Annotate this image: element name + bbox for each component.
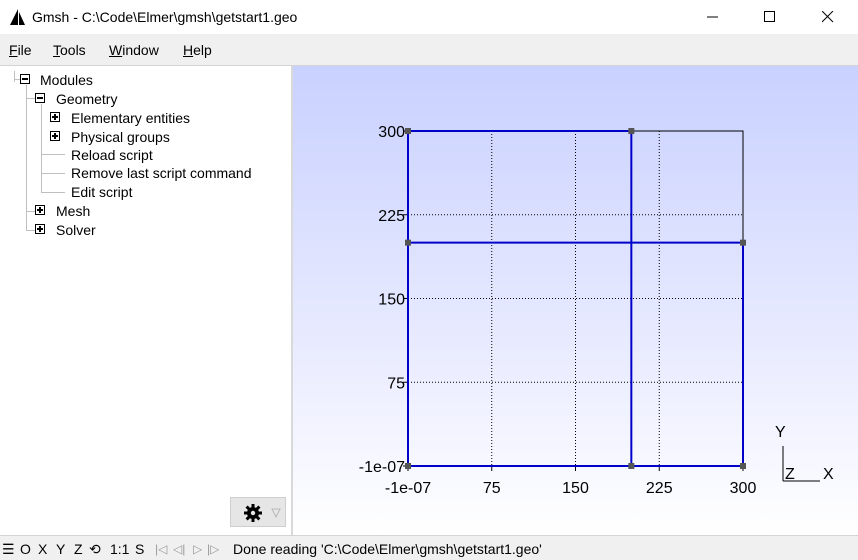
play-icon[interactable]: ▷ [193,542,203,556]
tree-item-geometry-label: Geometry [56,91,118,107]
tree-connector [26,85,27,230]
x-tick-label: 225 [646,480,673,497]
y-tick-label: 225 [378,208,405,225]
axis-y-label: Y [775,424,786,441]
geometry-point[interactable] [740,463,746,469]
view-o-button[interactable]: O [20,541,31,557]
tree-item-remove-label: Remove last script command [71,165,252,181]
geometry-point[interactable] [740,239,746,246]
tree-connector [26,98,35,99]
axis-x-label: X [823,466,834,483]
geometry-point[interactable] [628,128,635,134]
tree-item-edit-label: Edit script [71,184,133,200]
menu-file[interactable]: File [9,42,32,58]
tree-connector [41,192,65,193]
geometry-plot[interactable]: -1e-07 75 150 225 300 300 225 150 75 -1e-07 Y Z X [293,66,858,535]
view-x-button[interactable]: X [38,541,48,557]
y-tick-label: -1e-07 [359,459,405,476]
tree-connector [26,211,35,212]
status-message: Done reading 'C:\Code\Elmer\gmsh\getstar… [233,541,542,557]
gear-icon [244,504,281,522]
menu-tools[interactable]: Tools [53,42,86,58]
scale-1-1-button[interactable]: 1:1 [110,541,130,557]
menu-help[interactable]: Help [183,42,212,58]
geometry-point[interactable] [405,128,411,134]
view-z-button[interactable]: Z [74,541,83,557]
minimize-icon [707,16,718,18]
menu-toggle-button[interactable]: ☰ [2,541,15,557]
view-s-button[interactable]: S [135,541,145,557]
menu-tools-mnemonic: T [53,42,60,58]
axes-frame [407,130,744,467]
x-tick-label: -1e-07 [385,480,431,497]
menu-file-label: ile [17,42,32,58]
menu-window-mnemonic: W [109,42,123,58]
tree-connector [41,173,65,174]
menu-file-mnemonic: F [9,42,18,58]
gmsh-logo-icon [10,9,25,25]
previous-step-icon[interactable]: ◁| [173,542,186,556]
menu-window-label: indow [122,42,159,58]
module-tree: Modules Geometry Elementary entities Phy… [0,66,291,535]
close-icon [822,11,834,23]
tree-connector [14,79,20,80]
tree-item-solver-label: Solver [56,222,96,238]
settings-menu-button[interactable] [230,497,286,527]
menu-window[interactable]: Window [109,42,159,58]
maximize-icon [764,11,775,22]
geometry-point[interactable] [405,463,411,469]
status-bar: ☰ O X Y Z ⟲ 1:1 S |◁ ◁| ▷ |▷ Done readin… [0,535,858,560]
window-title: Gmsh - C:\Code\Elmer\gmsh\getstart1.geo [32,9,298,25]
tree-item-reload-label: Reload script [71,147,153,163]
expand-icon[interactable] [50,112,60,122]
expand-icon[interactable] [50,131,60,141]
menu-help-label: elp [193,42,212,58]
maximize-button[interactable] [741,0,799,34]
graphics-viewport[interactable]: -1e-07 75 150 225 300 300 225 150 75 -1e-07 Y Z X [293,66,858,535]
minimize-button[interactable] [684,0,742,34]
axis-z-label: Z [785,466,795,483]
collapse-icon[interactable] [35,93,45,103]
menu-help-mnemonic: H [183,42,194,58]
title-bar: Gmsh - C:\Code\Elmer\gmsh\getstart1.geo [0,0,858,34]
view-y-button[interactable]: Y [56,541,66,557]
tree-connector [26,230,35,231]
tree-connector [41,154,65,155]
tree-item-mesh-label: Mesh [56,203,91,219]
collapse-icon[interactable] [20,74,30,84]
tree-connector [14,71,15,82]
next-step-icon[interactable]: |▷ [207,542,220,556]
x-tick-label: 300 [730,480,757,497]
menu-bar: File Tools Window Help [0,34,858,66]
tree-item-elementary-label: Elementary entities [71,110,191,126]
geometry-point[interactable] [628,463,635,469]
close-button[interactable] [799,0,857,34]
panel-splitter[interactable] [291,66,293,535]
menu-tools-label: ools [60,42,86,58]
first-step-icon[interactable]: |◁ [155,542,168,556]
tree-connector [41,104,42,192]
expand-icon[interactable] [35,224,45,234]
y-tick-label: 150 [378,292,405,309]
tree-item-physical-label: Physical groups [71,129,170,145]
y-tick-label: 75 [387,375,405,392]
x-tick-label: 75 [483,480,501,497]
x-tick-label: 150 [562,480,589,497]
rotate-icon[interactable]: ⟲ [89,541,101,557]
geometry-point[interactable] [405,239,411,246]
expand-icon[interactable] [35,205,45,215]
tree-item-modules-label: Modules [40,72,93,88]
y-tick-label: 300 [378,124,405,141]
